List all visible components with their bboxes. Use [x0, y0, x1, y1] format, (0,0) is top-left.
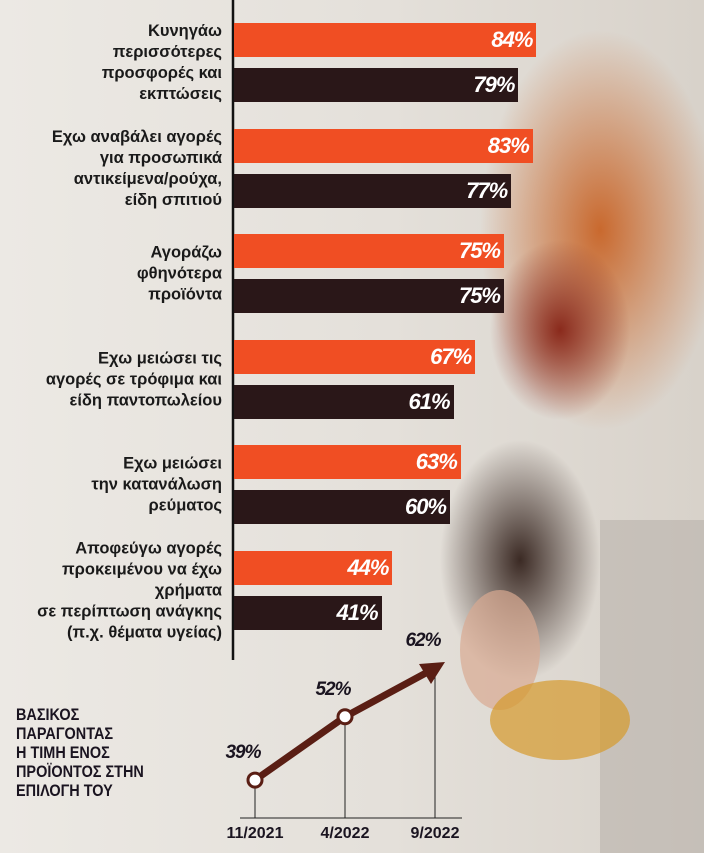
- shelf: [600, 520, 704, 853]
- bar: 60%: [234, 490, 450, 524]
- value-label: 39%: [225, 742, 261, 763]
- point: [336, 708, 354, 726]
- value-label: 63%: [415, 449, 458, 474]
- category-label: Εχω μειώσει την κατανάλωση ρεύματος: [91, 454, 222, 515]
- category-label: Κυνηγάω περισσότερες προσφορές και εκπτώ…: [101, 22, 222, 103]
- value-label: 77%: [466, 177, 508, 203]
- arrow-head: [419, 662, 445, 685]
- bar: 79%: [234, 68, 519, 102]
- x-tick-label: 11/2021: [227, 825, 284, 842]
- x-tick-label: 9/2022: [411, 825, 460, 842]
- bar: 63%: [234, 445, 461, 479]
- x-tick-label: 4/2022: [321, 825, 370, 842]
- bar: 61%: [234, 384, 454, 419]
- bar: 84%: [234, 23, 537, 57]
- value-label: 67%: [430, 343, 472, 369]
- point: [433, 666, 437, 671]
- bar: 67%: [234, 339, 476, 374]
- value-label: 41%: [336, 599, 379, 625]
- bar: 75%: [234, 279, 504, 313]
- value-label: 60%: [404, 494, 447, 519]
- bar: 44%: [234, 550, 393, 585]
- bar: 75%: [234, 234, 504, 268]
- value-label: 44%: [347, 554, 389, 580]
- value-label: 61%: [408, 388, 451, 414]
- value-label: 79%: [473, 72, 515, 97]
- category-label: Εχω αναβάλει αγορές για προσωπικά αντικε…: [51, 127, 222, 209]
- value-label: 83%: [487, 132, 530, 158]
- value-label: 62%: [405, 630, 441, 651]
- value-label: 84%: [491, 27, 533, 52]
- woman-face: [460, 590, 540, 710]
- category-label: Αγοράζω φθηνότερα προϊόντα: [136, 243, 222, 304]
- bar: 77%: [234, 173, 512, 208]
- bar: 41%: [234, 595, 382, 630]
- category-label: Αποφεύγω αγορές προκειμένου να έχω χρήμα…: [37, 539, 222, 641]
- bar: 83%: [234, 128, 533, 163]
- value-label: 52%: [315, 679, 351, 700]
- line-chart-title: ΒΑΣΙΚΟΣ ΠΑΡΑΓΟΝΤΑΣ Η ΤΙΜΗ ΕΝΟΣ ΠΡΟΪΟΝΤΟΣ…: [16, 705, 144, 800]
- point: [246, 771, 264, 789]
- category-label: Εχω μειώσει τις αγορές σε τρόφιμα και εί…: [45, 349, 222, 409]
- package: [490, 680, 630, 760]
- value-label: 75%: [458, 283, 501, 308]
- value-label: 75%: [458, 238, 501, 263]
- cart-items: [490, 240, 630, 420]
